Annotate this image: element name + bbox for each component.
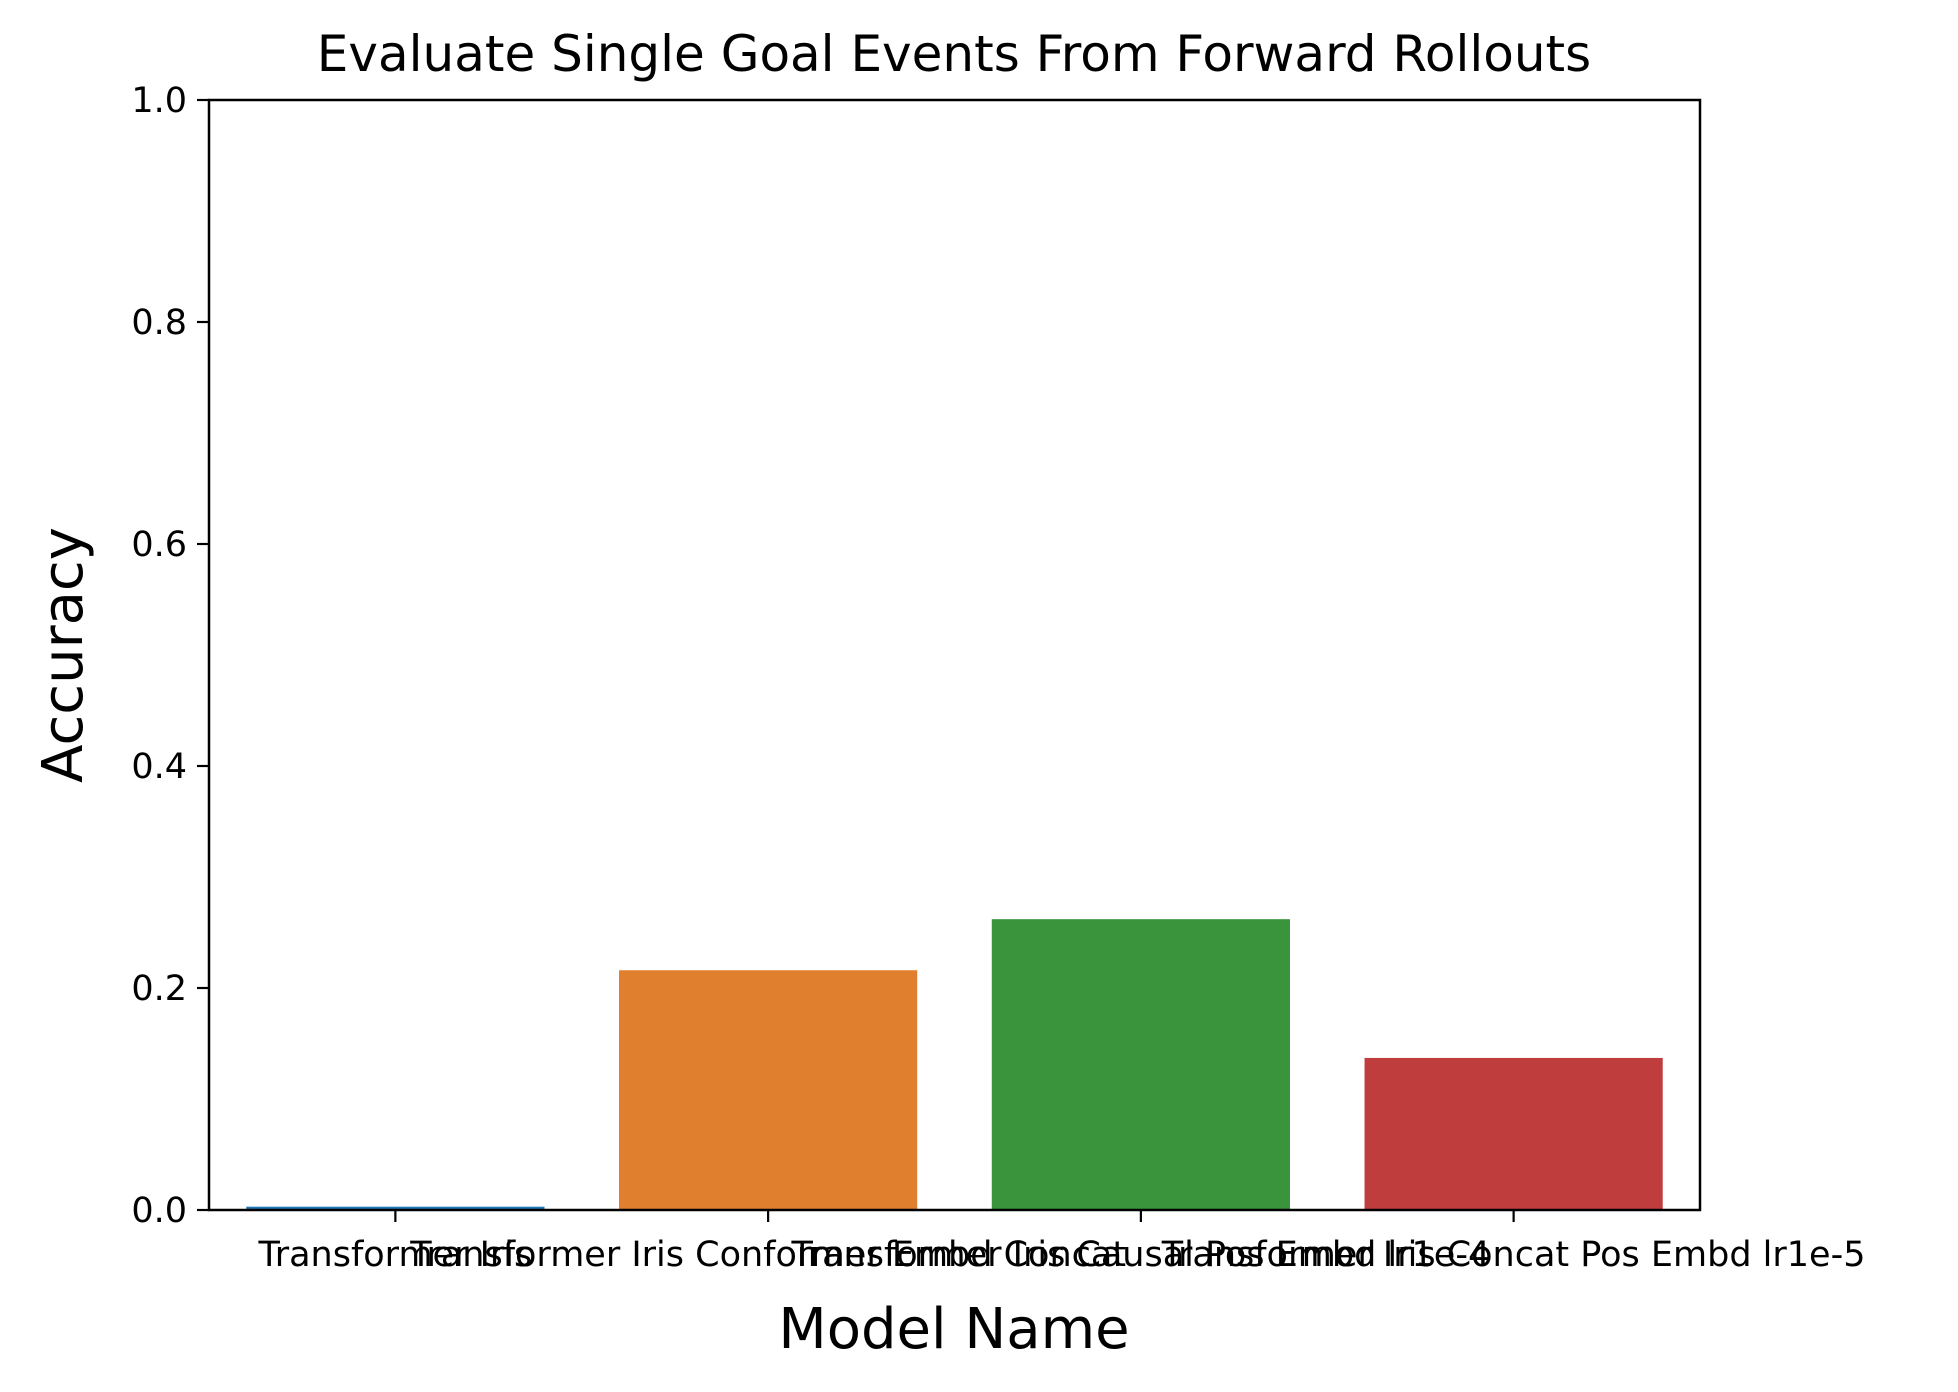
bar-4 [1364, 1057, 1663, 1210]
x-tick-label-1: Transformer Iris [257, 1235, 532, 1275]
axes-frame [207, 98, 1702, 1212]
chart-title: Evaluate Single Goal Events From Forward… [317, 25, 1591, 83]
x-tick-label-4: Transformer Iris Concat Pos Embd lr1e-5 [1161, 1235, 1866, 1275]
bars-layer [246, 919, 1663, 1210]
y-tick-label-3: 0.4 [131, 747, 187, 787]
y-tick-label-2: 0.2 [131, 969, 187, 1009]
y-tick-label-6: 1.0 [131, 81, 187, 121]
y-axis: 0.0 0.2 0.4 0.6 0.8 1.0 [131, 81, 209, 1231]
y-axis-label: Accuracy [31, 527, 96, 783]
y-tick-label-5: 0.8 [131, 303, 187, 343]
x-tick-label-2: Transformer Iris Conformer Embd Concat [409, 1235, 1126, 1275]
x-axis-label: Model Name [778, 1297, 1129, 1362]
y-tick-label-4: 0.6 [131, 525, 187, 565]
bar-1 [246, 1206, 545, 1210]
x-tick-label-3: Transformer Iris Causal Pos Embd lr1e-4 [790, 1235, 1490, 1275]
bar-2 [619, 970, 918, 1210]
bar-3 [991, 919, 1290, 1210]
y-tick-label-1: 0.0 [131, 1191, 187, 1231]
